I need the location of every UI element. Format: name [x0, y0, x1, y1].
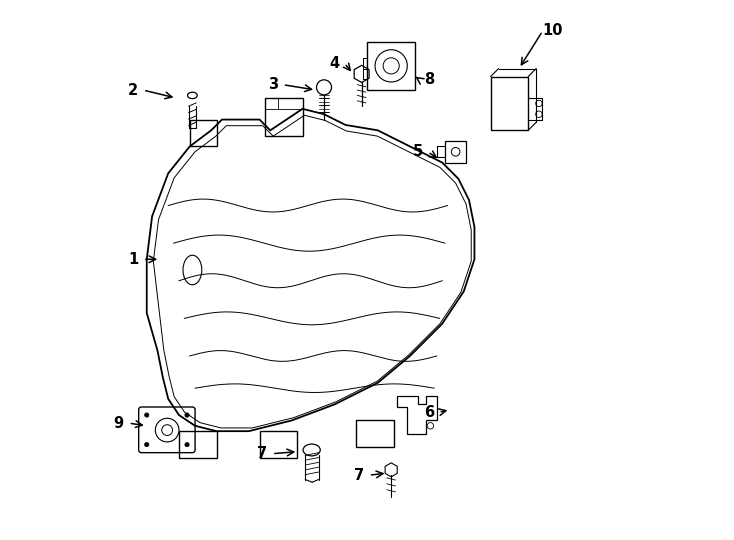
Text: 5: 5 — [413, 144, 424, 159]
Text: 9: 9 — [114, 416, 124, 430]
Circle shape — [145, 442, 149, 447]
Circle shape — [185, 442, 189, 447]
Text: 4: 4 — [330, 56, 340, 71]
Text: 10: 10 — [542, 23, 562, 38]
Text: 3: 3 — [268, 77, 278, 92]
Text: 8: 8 — [424, 72, 434, 87]
Text: 2: 2 — [128, 83, 139, 98]
Text: 7: 7 — [257, 446, 267, 461]
Circle shape — [185, 413, 189, 417]
Text: 1: 1 — [128, 252, 139, 267]
Circle shape — [145, 413, 149, 417]
Text: 7: 7 — [354, 468, 364, 483]
Text: 6: 6 — [424, 405, 434, 420]
